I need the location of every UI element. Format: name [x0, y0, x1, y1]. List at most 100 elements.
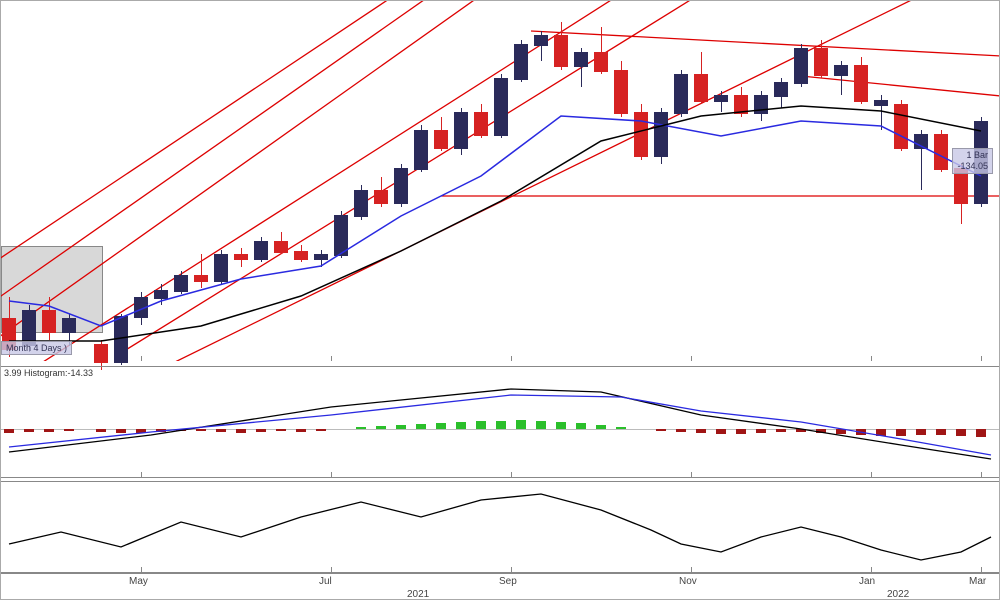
time-axis: MayJulSepNovJanMar20212022 [1, 573, 999, 600]
candle [754, 1, 768, 361]
candle [334, 1, 348, 361]
candle [134, 1, 148, 361]
candle [414, 1, 428, 361]
chart-stage: Month 4 Days ) 1 Bar -134.05 3.99 Histog… [0, 0, 1000, 600]
time-tick: May [129, 576, 148, 587]
candle [274, 1, 288, 361]
hist-bar [576, 423, 586, 429]
hist-bar [796, 429, 806, 432]
candle [62, 1, 76, 361]
candle [794, 1, 808, 361]
hist-bar [236, 429, 246, 433]
hist-bar [176, 429, 186, 431]
candle [934, 1, 948, 361]
bar-info-2: -134.05 [957, 161, 988, 171]
hist-bar [296, 429, 306, 432]
candle [514, 1, 528, 361]
candle [554, 1, 568, 361]
macd-panel[interactable]: 3.99 Histogram:-14.33 [1, 366, 999, 478]
hist-bar [216, 429, 226, 432]
time-tick: Mar [969, 576, 986, 587]
candle [894, 1, 908, 361]
candle [174, 1, 188, 361]
candle [774, 1, 788, 361]
time-tick: Jul [319, 576, 332, 587]
hist-bar [64, 429, 74, 431]
oscillator-line [1, 482, 1000, 572]
candle [294, 1, 308, 361]
candle [234, 1, 248, 361]
hist-bar [96, 429, 106, 432]
candle [154, 1, 168, 361]
hist-bar [256, 429, 266, 432]
candle [254, 1, 268, 361]
hist-bar [856, 429, 866, 435]
candle [814, 1, 828, 361]
hist-bar [44, 429, 54, 432]
hist-bar [676, 429, 686, 432]
candle [354, 1, 368, 361]
hist-bar [476, 421, 486, 429]
candle [214, 1, 228, 361]
price-panel[interactable]: Month 4 Days ) 1 Bar -134.05 [1, 1, 999, 361]
hist-bar [116, 429, 126, 433]
candle [534, 1, 548, 361]
histogram-label: 3.99 Histogram:-14.33 [1, 367, 96, 379]
hist-bar [876, 429, 886, 436]
oscillator-panel[interactable] [1, 481, 999, 573]
hist-bar [976, 429, 986, 437]
bar-info-label: 1 Bar -134.05 [952, 148, 993, 174]
hist-bar [616, 427, 626, 429]
candle [914, 1, 928, 361]
candle [2, 1, 16, 361]
hist-bar [436, 423, 446, 429]
hist-bar [816, 429, 826, 433]
hist-bar [396, 425, 406, 429]
hist-bar [956, 429, 966, 436]
candle [94, 1, 108, 361]
candle [614, 1, 628, 361]
candle [954, 1, 968, 361]
candle [494, 1, 508, 361]
candle [114, 1, 128, 361]
hist-bar [596, 425, 606, 429]
hist-bar [696, 429, 706, 433]
hist-bar [896, 429, 906, 436]
hist-bar [496, 421, 506, 429]
time-tick: Sep [499, 576, 517, 587]
hist-bar [556, 422, 566, 429]
candle [654, 1, 668, 361]
candle [634, 1, 648, 361]
hist-bar [416, 424, 426, 429]
candle [22, 1, 36, 361]
candle [42, 1, 56, 361]
candle [394, 1, 408, 361]
timeframe-label: Month 4 Days ) [1, 341, 72, 355]
hist-bar [756, 429, 766, 433]
candle [434, 1, 448, 361]
hist-bar [836, 429, 846, 434]
candle [714, 1, 728, 361]
hist-bar [24, 429, 34, 432]
hist-bar [736, 429, 746, 434]
hist-bar [356, 427, 366, 429]
hist-bar [916, 429, 926, 435]
hist-bar [136, 429, 146, 433]
year-label: 2022 [887, 589, 909, 600]
hist-bar [656, 429, 666, 431]
hist-bar [776, 429, 786, 432]
hist-bar [516, 420, 526, 429]
candle [734, 1, 748, 361]
candle [674, 1, 688, 361]
candle [874, 1, 888, 361]
candle [834, 1, 848, 361]
candle [574, 1, 588, 361]
hist-bar [536, 421, 546, 429]
hist-bar [936, 429, 946, 435]
candle [594, 1, 608, 361]
hist-bar [4, 429, 14, 433]
hist-bar [716, 429, 726, 434]
bar-info-1: 1 Bar [966, 150, 988, 160]
hist-bar [276, 429, 286, 431]
year-label: 2021 [407, 589, 429, 600]
